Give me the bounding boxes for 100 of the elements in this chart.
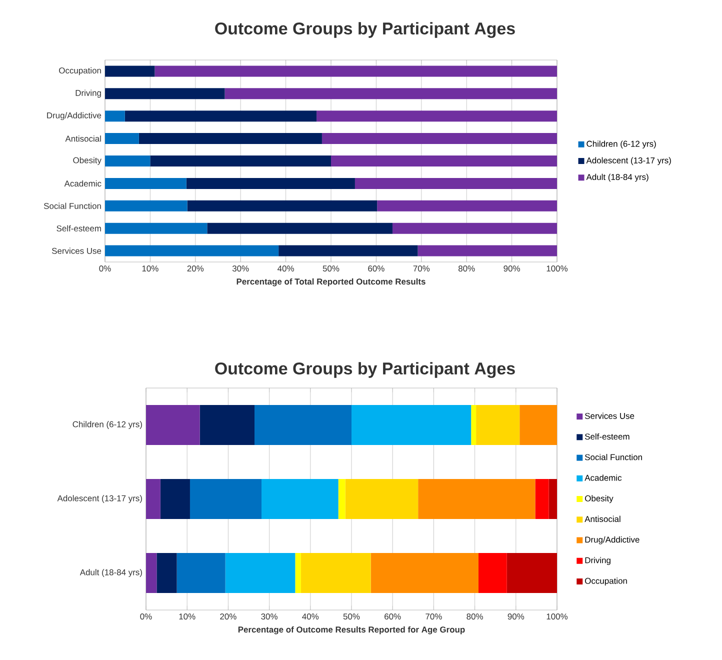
bar bbox=[156, 553, 177, 594]
x-tick-label: 90% bbox=[504, 266, 520, 272]
bar bbox=[476, 405, 520, 446]
x-tick-label: 30% bbox=[232, 266, 249, 272]
x-tick-label: 20% bbox=[187, 266, 204, 272]
y-tick-label: Adolescent (13-17 yrs) bbox=[57, 495, 142, 503]
x-axis-title: Percentage of Total Reported Outcome Results bbox=[236, 278, 426, 286]
legend-label: Driving bbox=[585, 557, 610, 565]
x-tick-label: 80% bbox=[458, 266, 475, 272]
bar bbox=[176, 553, 226, 594]
y-tick-label: Drug/Addictive bbox=[47, 112, 102, 120]
bar bbox=[105, 66, 155, 77]
x-tick-label: 10% bbox=[142, 266, 158, 272]
bar bbox=[187, 200, 378, 212]
x-tick-label: 70% bbox=[413, 266, 430, 272]
x-tick-label: 10% bbox=[179, 614, 196, 620]
legend-label: Academic bbox=[584, 474, 622, 481]
bar bbox=[154, 66, 558, 77]
bar bbox=[331, 156, 558, 166]
legend-label: Services Use bbox=[585, 412, 634, 419]
x-tick-label: 0% bbox=[99, 266, 111, 272]
y-tick-label: Social Function bbox=[44, 202, 101, 209]
bar bbox=[224, 88, 558, 100]
legend-label: Drug/Addictive bbox=[585, 536, 640, 544]
bar bbox=[548, 479, 558, 520]
legend-label: Adolescent (13-17 yrs) bbox=[586, 157, 671, 166]
x-tick-label: 70% bbox=[426, 614, 442, 620]
bar bbox=[150, 156, 332, 166]
bar bbox=[478, 553, 507, 594]
legend-label: Social Function bbox=[585, 454, 642, 460]
y-tick-label: Services Use bbox=[52, 248, 102, 254]
bar bbox=[352, 405, 472, 446]
bar bbox=[370, 553, 479, 594]
x-tick-label: 50% bbox=[322, 266, 340, 272]
bar bbox=[338, 479, 346, 520]
bar bbox=[146, 479, 160, 520]
y-tick-label: Academic bbox=[64, 180, 102, 187]
bar bbox=[105, 245, 279, 256]
y-tick-label: Children (6-12 yrs) bbox=[72, 421, 142, 429]
y-tick-label: Antisocial bbox=[65, 135, 101, 142]
bar bbox=[295, 553, 301, 594]
legend-label: Adult (18-84 yrs) bbox=[586, 174, 648, 182]
legend-label: Self-esteem bbox=[585, 433, 630, 440]
bar bbox=[200, 405, 255, 446]
legend-label: Children (6-12 yrs) bbox=[586, 140, 656, 148]
bar bbox=[105, 178, 186, 189]
y-tick-label: Obesity bbox=[73, 157, 102, 165]
bar bbox=[262, 479, 338, 520]
bar bbox=[190, 479, 262, 520]
bar bbox=[520, 405, 558, 446]
bar bbox=[105, 156, 150, 166]
bar bbox=[160, 479, 190, 520]
x-tick-label: 50% bbox=[343, 614, 360, 620]
x-tick-label: 100% bbox=[546, 266, 568, 272]
bar bbox=[186, 178, 355, 189]
bar bbox=[105, 88, 225, 100]
bar bbox=[377, 200, 558, 212]
bar bbox=[105, 222, 208, 234]
bar bbox=[146, 405, 200, 446]
chart-title: Outcome Groups by Participant Ages bbox=[215, 362, 515, 378]
bar bbox=[418, 245, 558, 256]
bar bbox=[418, 479, 536, 520]
bar bbox=[105, 133, 139, 144]
x-tick-label: 90% bbox=[508, 614, 524, 620]
x-axis-title: Percentage of Outcome Results Reported for Age Group bbox=[238, 626, 465, 634]
bar bbox=[138, 133, 322, 144]
bar bbox=[322, 133, 558, 144]
x-tick-label: 60% bbox=[384, 614, 401, 620]
x-tick-label: 30% bbox=[261, 614, 278, 620]
bar bbox=[506, 553, 558, 594]
bar bbox=[316, 110, 558, 122]
x-tick-label: 0% bbox=[140, 614, 152, 620]
bar bbox=[146, 553, 157, 594]
x-tick-label: 40% bbox=[302, 614, 319, 620]
legend-label: Antisocial bbox=[584, 516, 620, 522]
bar bbox=[124, 110, 317, 122]
legend-label: Obesity bbox=[585, 495, 614, 504]
bar bbox=[535, 479, 549, 520]
bar bbox=[345, 479, 418, 520]
bar bbox=[392, 222, 558, 234]
x-tick-label: 60% bbox=[368, 266, 384, 272]
bar bbox=[471, 405, 476, 446]
x-tick-label: 80% bbox=[466, 614, 483, 620]
x-tick-label: 20% bbox=[220, 614, 236, 620]
x-tick-label: 40% bbox=[278, 266, 294, 272]
y-tick-label: Occupation bbox=[59, 67, 101, 76]
bar bbox=[254, 405, 352, 446]
bar bbox=[105, 110, 125, 122]
y-tick-label: Self-esteem bbox=[56, 225, 101, 232]
chart-title: Outcome Groups by Participant Ages bbox=[215, 22, 515, 38]
bar bbox=[105, 200, 188, 212]
bar bbox=[278, 245, 418, 256]
y-tick-label: Adult (18-84 yrs) bbox=[80, 569, 142, 577]
bar bbox=[207, 222, 392, 234]
legend-label: Occupation bbox=[585, 578, 627, 586]
bar bbox=[225, 553, 296, 594]
bar bbox=[354, 178, 558, 189]
bar bbox=[300, 553, 371, 594]
x-tick-label: 100% bbox=[546, 614, 568, 620]
y-tick-label: Driving bbox=[76, 90, 101, 98]
